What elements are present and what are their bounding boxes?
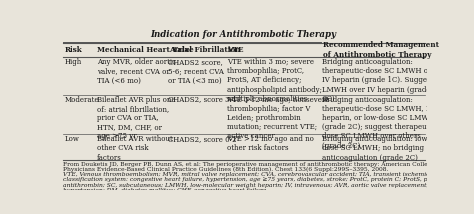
Text: VTE: VTE: [227, 46, 244, 54]
Text: Bileaflet AVR without
other CVA risk
factors: Bileaflet AVR without other CVA risk fac…: [97, 135, 173, 162]
Text: CHADS2, score 0-2: CHADS2, score 0-2: [168, 135, 237, 143]
Text: Atrial Fibrillation: Atrial Fibrillation: [169, 46, 240, 54]
Text: Mechanical Heart Valve: Mechanical Heart Valve: [97, 46, 194, 54]
Text: Bridging anticoagulation:
therapeutic-dose SC LMWH or
IV heparin (grade 1C). Sug: Bridging anticoagulation: therapeutic-do…: [322, 58, 434, 103]
Text: CHADS2, score 3-4: CHADS2, score 3-4: [168, 96, 237, 104]
Text: Bridging anticoagulation:
therapeutic-dose SC LMWH, IV
heparin, or low-dose SC L: Bridging anticoagulation: therapeutic-do…: [322, 96, 436, 150]
Text: Bridging anticoagulation: low-
dose SC LMWH; no bridging
anticoagulation (grade : Bridging anticoagulation: low- dose SC L…: [322, 135, 430, 162]
Text: Physicians Evidence-Based Clinical Practice Guidelines (8th Edition). Chest 133(: Physicians Evidence-Based Clinical Pract…: [63, 167, 388, 172]
Text: antithrombin; SC, subcutaneous; LMWH, low-molecular weight heparin; IV, intraven: antithrombin; SC, subcutaneous; LMWH, lo…: [63, 183, 447, 188]
Text: classification system: congestive heart failure, hypertension, age ≥75 years, di: classification system: congestive heart …: [63, 177, 465, 183]
Text: Indication for Antithrombotic Therapy: Indication for Antithrombotic Therapy: [150, 30, 336, 39]
Text: Bileaflet AVR plus one
of: atrial fibrillation,
prior CVA or TIA,
HTN, DM, CHF, : Bileaflet AVR plus one of: atrial fibril…: [97, 96, 175, 140]
Text: VTE, Venous thromboembolism; MVR, mitral valve replacement; CVA, cerebrovascular: VTE, Venous thromboembolism; MVR, mitral…: [63, 172, 474, 177]
Text: High: High: [64, 58, 82, 66]
Text: Any MVR, older aortic
valve, recent CVA or
TIA (<6 mo): Any MVR, older aortic valve, recent CVA …: [97, 58, 176, 84]
Text: VTE 3-12 mo ago; nonsevere
thrombophilia; factor V
Leiden; prothrombin
mutation;: VTE 3-12 mo ago; nonsevere thrombophilia…: [227, 96, 329, 140]
Text: Low: Low: [64, 135, 79, 143]
Text: CHADS2 score,
5-6; recent CVA
or TIA (<3 mo): CHADS2 score, 5-6; recent CVA or TIA (<3…: [168, 58, 224, 84]
Text: VTE within 3 mo; severe
thrombophilia; ProtC,
ProtS, AT deficiency;
antiphosphol: VTE within 3 mo; severe thrombophilia; P…: [227, 58, 322, 103]
Text: VTE >12 mo ago and no
other risk factors: VTE >12 mo ago and no other risk factors: [227, 135, 314, 152]
Text: Moderate: Moderate: [64, 96, 99, 104]
Text: From Douketis JD, Berger PB, Dunn AS, et al: The perioperative management of ant: From Douketis JD, Berger PB, Dunn AS, et…: [63, 162, 462, 167]
Text: Risk: Risk: [65, 46, 82, 54]
Text: Recommended Management
of Antithrombotic Therapy: Recommended Management of Antithrombotic…: [323, 41, 438, 59]
Text: hypertension; DM, diabetes mellitus; CHF, congestive heart failure.: hypertension; DM, diabetes mellitus; CHF…: [63, 188, 268, 193]
